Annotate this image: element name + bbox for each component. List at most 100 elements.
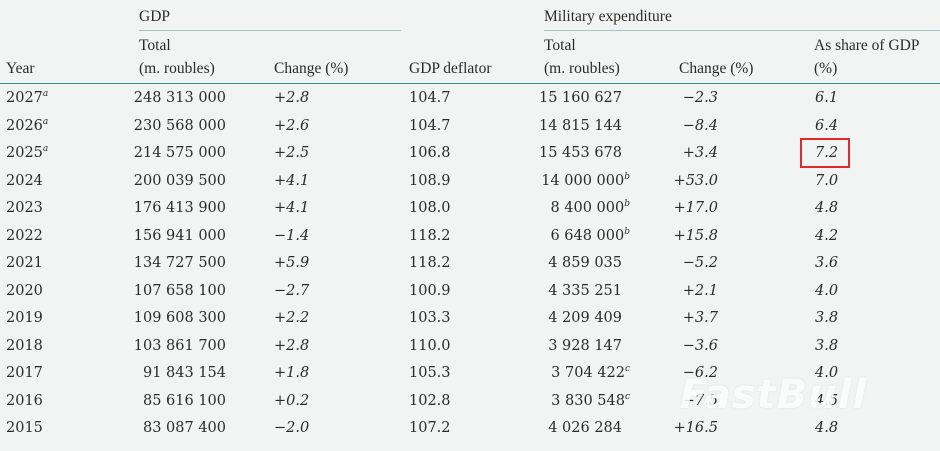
gdp-total-cell: 176 413 900 <box>133 200 226 216</box>
share-of-gdp-cell: 7.0 <box>815 172 839 189</box>
year-cell: 2023 <box>6 200 43 216</box>
year-cell: 2019 <box>6 310 43 326</box>
milex-total-cell: 14 815 144 <box>538 117 622 134</box>
gdp-change-cell: −2.7 <box>274 282 310 299</box>
share-of-gdp-cell: 7.2 <box>815 145 839 161</box>
year-header: Year <box>6 60 35 77</box>
gdp-deflator-header: GDP deflator <box>409 60 492 77</box>
milex-total-cell: 6 648 000b <box>550 226 630 244</box>
year-cell: 2022 <box>6 227 43 244</box>
footnote-marker: a <box>42 144 49 155</box>
gdp-total-header-line1: Total <box>139 37 171 54</box>
milex-total-cell: 15 160 627 <box>538 90 622 106</box>
gdp-deflator-cell: 108.9 <box>409 172 451 189</box>
milex-change-cell: −5.2 <box>682 255 718 271</box>
milex-change-cell: −2.3 <box>682 90 718 106</box>
milex-total-cell: 4 026 284 <box>548 420 622 436</box>
milex-total-cell: 3 704 422c <box>551 364 630 381</box>
gdp-total-cell: 103 861 700 <box>133 337 226 354</box>
share-of-gdp-cell: 4.2 <box>815 227 839 244</box>
gdp-change-cell: +4.1 <box>274 200 310 216</box>
year-cell: 2016 <box>6 392 43 409</box>
gdp-total-cell: 107 658 100 <box>133 282 226 299</box>
year-cell: 2020 <box>6 282 43 299</box>
gdp-change-cell: +5.9 <box>274 255 310 271</box>
gdp-total-cell: 214 575 000 <box>133 145 226 161</box>
gdp-change-cell: +0.2 <box>274 392 310 409</box>
gdp-deflator-cell: 103.3 <box>409 310 451 326</box>
gdp-total-cell: 230 568 000 <box>133 117 226 134</box>
milex-total-cell: 3 830 548c <box>551 391 630 409</box>
gdp-deflator-cell: 108.0 <box>409 200 451 216</box>
share-of-gdp-cell: 6.1 <box>815 90 839 106</box>
milex-total-cell: 8 400 000b <box>550 199 630 216</box>
header-bottom-rule <box>0 83 940 84</box>
gdp-total-cell: 109 608 300 <box>133 310 226 326</box>
gdp-total-cell: 134 727 500 <box>133 255 226 271</box>
milex-total-cell: 15 453 678 <box>538 145 622 161</box>
gdp-deflator-cell: 100.9 <box>409 282 451 299</box>
year-cell: 2026a <box>6 116 49 134</box>
gdp-total-cell: 85 616 100 <box>142 392 226 409</box>
gdp-deflator-cell: 107.2 <box>409 420 451 436</box>
gdp-total-cell: 200 039 500 <box>133 172 226 189</box>
share-of-gdp-header-line2: (%) <box>814 60 838 77</box>
gdp-deflator-cell: 106.8 <box>409 145 451 161</box>
year-cell: 2018 <box>6 337 43 354</box>
gdp-deflator-cell: 105.3 <box>409 365 451 381</box>
share-of-gdp-cell: 3.8 <box>815 310 839 326</box>
gdp-change-cell: +2.8 <box>274 337 310 354</box>
gdp-deflator-cell: 110.0 <box>409 337 451 354</box>
military-expenditure-group-header: Military expenditure <box>544 8 672 25</box>
watermark-logo: FastBull <box>680 372 868 418</box>
share-of-gdp-cell: 6.4 <box>815 117 839 134</box>
footnote-marker: c <box>624 391 630 402</box>
gdp-total-cell: 156 941 000 <box>133 227 226 244</box>
footnote-marker: a <box>42 89 49 100</box>
milex-total-cell: 3 928 147 <box>548 337 622 354</box>
year-cell: 2027a <box>6 89 49 106</box>
milex-change-cell: +3.4 <box>682 145 718 161</box>
footnote-marker: c <box>624 364 630 375</box>
share-of-gdp-cell: 4.8 <box>815 200 839 216</box>
gdp-change-cell: +2.5 <box>274 145 310 161</box>
milex-change-cell: +2.1 <box>682 282 718 299</box>
milex-group-rule <box>544 30 940 31</box>
footnote-marker: a <box>42 116 49 127</box>
highlighted-cell-box <box>800 138 850 168</box>
year-cell: 2015 <box>6 420 43 436</box>
milex-total-cell: 4 335 251 <box>548 282 622 299</box>
share-of-gdp-cell: 3.8 <box>815 337 839 354</box>
gdp-deflator-cell: 118.2 <box>409 255 451 271</box>
gdp-deflator-cell: 104.7 <box>409 90 451 106</box>
footnote-marker: b <box>624 226 630 237</box>
milex-change-cell: +53.0 <box>673 172 718 189</box>
milex-change-header: Change (%) <box>679 60 754 77</box>
milex-total-cell: 4 859 035 <box>548 255 622 271</box>
share-of-gdp-cell: 4.0 <box>815 365 839 381</box>
year-cell: 2021 <box>6 255 43 271</box>
gdp-change-header: Change (%) <box>274 60 349 77</box>
year-cell: 2025a <box>6 144 49 161</box>
share-of-gdp-header-line1: As share of GDP <box>814 37 920 54</box>
milex-total-header-line1: Total <box>544 37 576 54</box>
gdp-total-cell: 83 087 400 <box>142 420 226 436</box>
milex-change-cell: −6.2 <box>682 365 718 381</box>
milex-change-cell: +3.7 <box>682 310 718 326</box>
gdp-change-cell: +1.8 <box>274 365 310 381</box>
gdp-deflator-cell: 104.7 <box>409 117 451 134</box>
milex-change-cell: +17.0 <box>673 200 718 216</box>
gdp-deflator-cell: 102.8 <box>409 392 451 409</box>
milex-change-cell: −3.6 <box>682 337 718 354</box>
gdp-change-cell: +2.8 <box>274 90 310 106</box>
year-cell: 2017 <box>6 365 43 381</box>
gdp-change-cell: +2.2 <box>274 310 310 326</box>
share-of-gdp-cell: 4.5 <box>815 392 839 409</box>
gdp-change-cell: +4.1 <box>274 172 310 189</box>
gdp-group-rule <box>139 30 401 31</box>
milex-change-cell: +15.8 <box>673 227 718 244</box>
milex-change-cell: −7.5 <box>682 392 718 409</box>
milex-change-cell: +16.5 <box>673 420 718 436</box>
gdp-deflator-cell: 118.2 <box>409 227 451 244</box>
share-of-gdp-cell: 4.0 <box>815 282 839 299</box>
